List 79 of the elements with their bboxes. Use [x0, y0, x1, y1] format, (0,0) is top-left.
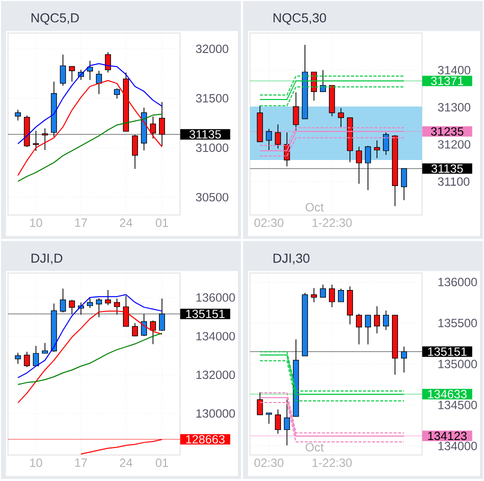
y-tick-label: 31100: [438, 177, 470, 186]
y-tick-label: 134500: [438, 400, 477, 410]
y-tick-label: 134000: [196, 332, 235, 340]
candlestick: [374, 306, 380, 334]
candlestick: [96, 70, 102, 95]
y-tick-label: 130000: [196, 409, 235, 418]
x-tick-label: 02:30: [254, 458, 284, 467]
candlestick: [328, 284, 335, 308]
y-tick-label: 132000: [196, 370, 235, 380]
line-series: [17, 332, 162, 385]
annotation: Oct: [306, 203, 324, 212]
candlestick: [338, 108, 344, 128]
x-tick-label: 1-22:30: [312, 218, 352, 227]
x-tick-label: 24: [120, 218, 132, 227]
ref-line-label: 31235: [431, 127, 464, 136]
candlestick: [32, 345, 39, 366]
candlestick: [356, 313, 362, 345]
ref-line-label: 31135: [431, 164, 463, 173]
chart-title: NQC5,D: [32, 13, 79, 25]
candlestick: [374, 140, 380, 159]
x-tick-label: 02:30: [254, 218, 284, 227]
y-tick-label: 135000: [438, 360, 477, 368]
candlestick: [338, 288, 344, 302]
candlestick: [320, 284, 326, 298]
x-tick-label: 01: [156, 218, 168, 227]
x-tick-label: 24: [120, 458, 132, 467]
candlestick: [42, 342, 48, 354]
ref-line-label: 135151: [428, 347, 467, 356]
y-tick-label: 31200: [438, 140, 470, 149]
candlestick: [114, 88, 120, 99]
y-tick-label: 31000: [196, 144, 228, 152]
candlestick: [266, 412, 272, 424]
y-tick-label: 31500: [196, 94, 228, 103]
ref-line-label: 31135: [189, 130, 221, 139]
candlestick: [320, 70, 326, 92]
x-tick-label: 17: [75, 218, 87, 227]
candlestick: [292, 92, 299, 131]
candlestick: [86, 60, 93, 80]
candlestick: [132, 322, 138, 337]
candlestick: [382, 310, 389, 330]
candlestick: [104, 52, 111, 73]
candlestick: [364, 314, 371, 345]
y-tick-label: 32000: [196, 44, 228, 54]
y-tick-label: 136000: [196, 293, 235, 302]
x-tick-label: 17: [75, 458, 87, 467]
y-tick-label: 31400: [438, 66, 470, 74]
candlestick: [104, 290, 111, 306]
candlestick: [14, 352, 21, 364]
ref-line-label: 31371: [431, 76, 464, 86]
candlestick: [256, 392, 263, 416]
ref-line-label: 134123: [428, 432, 467, 440]
ref-line-label: 128663: [186, 435, 225, 444]
y-tick-label: 136000: [438, 278, 477, 286]
y-tick-label: 30500: [196, 192, 228, 202]
ref-line-label: 135151: [186, 310, 225, 318]
x-tick-label: 1-22:30: [312, 458, 352, 467]
candlestick: [274, 409, 281, 434]
candlestick: [284, 399, 290, 446]
candlestick: [382, 132, 389, 156]
ref-line-label: 134633: [428, 390, 467, 398]
candlestick: [310, 288, 317, 303]
y-tick-label: 31300: [438, 103, 470, 112]
candlestick: [150, 320, 156, 345]
candlestick: [274, 124, 281, 149]
x-tick-label: 01: [156, 458, 168, 467]
chart-title: DJI,30: [274, 254, 310, 264]
candlestick: [68, 66, 75, 82]
candlestick: [60, 54, 66, 86]
y-tick-label: 135500: [438, 318, 477, 328]
chart-title: DJI,D: [32, 254, 62, 264]
candlestick: [266, 128, 272, 150]
annotation: Oct: [306, 443, 324, 452]
candlestick: [14, 109, 21, 121]
chart-title: NQC5,30: [274, 13, 326, 25]
x-tick-label: 10: [30, 218, 42, 227]
x-tick-label: 10: [30, 458, 42, 467]
candlestick: [86, 298, 93, 308]
y-tick-label: 134000: [438, 442, 477, 450]
candlestick: [24, 351, 30, 368]
